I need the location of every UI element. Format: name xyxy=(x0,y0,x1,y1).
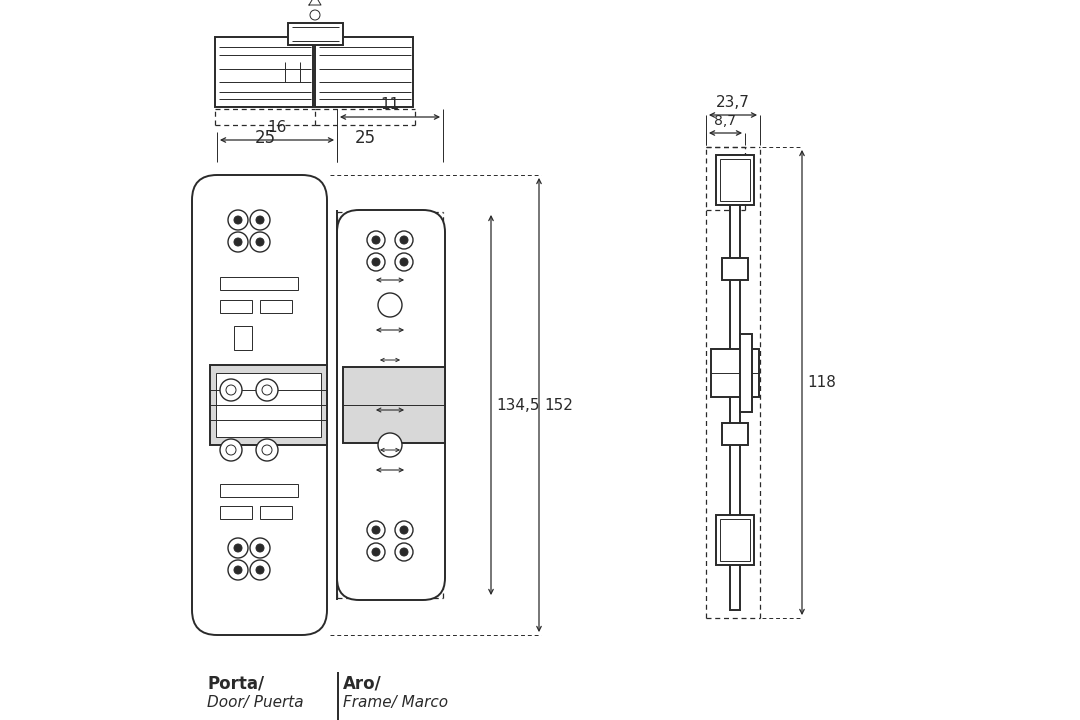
Circle shape xyxy=(400,236,408,244)
Text: 134,5: 134,5 xyxy=(496,397,540,413)
Text: 11: 11 xyxy=(380,97,400,112)
Bar xyxy=(215,37,313,107)
Bar xyxy=(716,515,754,565)
Text: 16: 16 xyxy=(268,120,286,135)
Circle shape xyxy=(249,560,270,580)
Text: Porta/: Porta/ xyxy=(207,675,265,693)
Circle shape xyxy=(234,544,242,552)
Circle shape xyxy=(262,385,272,395)
Circle shape xyxy=(310,10,320,20)
Circle shape xyxy=(378,293,402,317)
Circle shape xyxy=(395,543,413,561)
Circle shape xyxy=(256,566,264,574)
Circle shape xyxy=(367,231,384,249)
Bar xyxy=(220,277,298,290)
Circle shape xyxy=(400,258,408,266)
Bar xyxy=(260,300,292,313)
Circle shape xyxy=(372,236,380,244)
Text: Aro/: Aro/ xyxy=(343,675,381,693)
Circle shape xyxy=(400,526,408,534)
Bar xyxy=(720,519,750,561)
Circle shape xyxy=(249,210,270,230)
Circle shape xyxy=(367,521,384,539)
Circle shape xyxy=(367,543,384,561)
Circle shape xyxy=(226,445,237,455)
Bar xyxy=(720,159,750,201)
Circle shape xyxy=(378,433,402,457)
Bar xyxy=(216,373,321,437)
Bar xyxy=(234,326,252,350)
Bar xyxy=(343,367,445,443)
Bar xyxy=(220,484,298,497)
Bar xyxy=(723,423,748,445)
Circle shape xyxy=(256,238,264,246)
Circle shape xyxy=(234,566,242,574)
Circle shape xyxy=(256,544,264,552)
Circle shape xyxy=(395,231,413,249)
Circle shape xyxy=(395,253,413,271)
Text: 8,7: 8,7 xyxy=(715,114,737,128)
Bar xyxy=(287,23,342,45)
Circle shape xyxy=(234,238,242,246)
Text: Frame/ Marco: Frame/ Marco xyxy=(343,695,448,710)
FancyBboxPatch shape xyxy=(337,210,445,600)
Circle shape xyxy=(228,210,248,230)
Text: 118: 118 xyxy=(807,375,836,390)
Circle shape xyxy=(262,445,272,455)
Circle shape xyxy=(256,216,264,224)
Circle shape xyxy=(234,216,242,224)
Text: 25: 25 xyxy=(354,129,376,147)
Text: Door/ Puerta: Door/ Puerta xyxy=(207,695,303,710)
Circle shape xyxy=(228,560,248,580)
Bar xyxy=(740,334,752,412)
Bar xyxy=(716,155,754,205)
Circle shape xyxy=(220,379,242,401)
Text: 25: 25 xyxy=(255,129,275,147)
Circle shape xyxy=(226,385,237,395)
Circle shape xyxy=(228,232,248,252)
Circle shape xyxy=(367,253,384,271)
Circle shape xyxy=(228,538,248,558)
Bar xyxy=(260,506,292,519)
Circle shape xyxy=(395,521,413,539)
Circle shape xyxy=(249,538,270,558)
Bar xyxy=(711,349,759,397)
Bar xyxy=(315,37,413,107)
Circle shape xyxy=(372,526,380,534)
Text: 152: 152 xyxy=(544,397,572,413)
Circle shape xyxy=(256,439,278,461)
Circle shape xyxy=(220,439,242,461)
Bar xyxy=(723,258,748,280)
Circle shape xyxy=(372,548,380,556)
Bar xyxy=(210,365,327,445)
Text: 23,7: 23,7 xyxy=(716,95,750,110)
FancyBboxPatch shape xyxy=(192,175,327,635)
Bar xyxy=(220,506,252,519)
Circle shape xyxy=(256,379,278,401)
Bar xyxy=(730,155,740,610)
Circle shape xyxy=(400,548,408,556)
Circle shape xyxy=(249,232,270,252)
Circle shape xyxy=(372,258,380,266)
Bar xyxy=(220,300,252,313)
